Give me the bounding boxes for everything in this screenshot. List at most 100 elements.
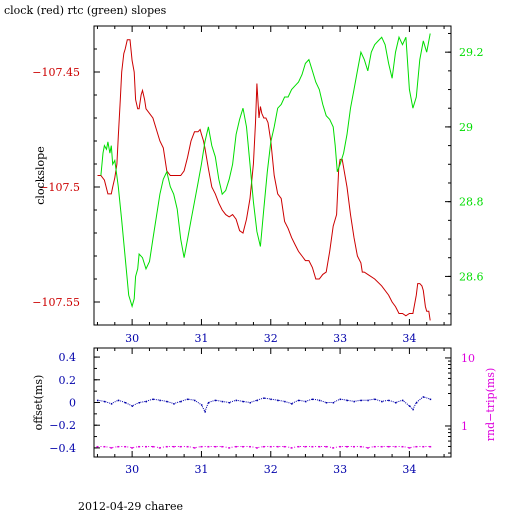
- offset-point: [200, 404, 203, 406]
- offset-point: [353, 400, 355, 403]
- offset-point: [187, 398, 189, 401]
- offset-point: [103, 400, 106, 403]
- offset-point: [256, 399, 258, 402]
- top-y-axis-label: clockslope: [34, 146, 47, 204]
- top-y2-tick-label: 29: [459, 121, 473, 134]
- rtt-point: [380, 445, 383, 448]
- top-y-tick-label: −107.5: [39, 181, 80, 194]
- offset-point: [388, 399, 390, 402]
- rtt-point: [221, 445, 224, 448]
- offset-point: [96, 399, 99, 402]
- bottom-plot-frame: [93, 347, 452, 458]
- rtt-point: [214, 445, 217, 448]
- offset-point: [166, 400, 168, 403]
- rtt-point: [96, 445, 99, 448]
- rtt-point: [172, 445, 175, 448]
- rtt-point: [138, 445, 141, 448]
- offset-point: [110, 403, 113, 405]
- offset-point: [284, 400, 286, 403]
- rtt-point: [318, 445, 321, 448]
- rtt-point: [193, 447, 196, 449]
- offset-point: [180, 400, 182, 403]
- rtt-point: [151, 445, 154, 448]
- bottom-panel: 30 31 32 33 34 0.4 0.2 0 −0.2 −0.4 10 1 offset(ms) rn…: [32, 347, 497, 476]
- bottom-y-tick-label: 0.2: [59, 374, 77, 387]
- top-y-tick-label: −107.55: [32, 296, 80, 309]
- rtt-point: [117, 445, 120, 448]
- rtt-point: [262, 445, 265, 448]
- top-x-tick-label: 30: [125, 332, 139, 345]
- rtt-series-line: [97, 446, 431, 449]
- bottom-x-tick-label: 34: [402, 463, 416, 476]
- rtt-point: [394, 445, 397, 448]
- offset-series-line: [97, 396, 431, 413]
- offset-point: [228, 402, 231, 404]
- rtt-point: [110, 447, 113, 449]
- offset-point: [270, 398, 272, 401]
- offset-point: [124, 402, 127, 404]
- offset-point: [346, 399, 349, 402]
- rtt-point: [415, 445, 418, 448]
- offset-point: [408, 405, 411, 407]
- rtt-point: [339, 445, 342, 448]
- offset-point: [381, 400, 383, 403]
- offset-point: [131, 405, 134, 407]
- rtt-point: [346, 445, 349, 448]
- footer-text: 2012-04-29 charee: [78, 500, 183, 512]
- offset-point: [401, 399, 404, 402]
- rtt-point: [255, 447, 258, 449]
- offset-point: [263, 397, 265, 399]
- offset-point: [304, 400, 307, 403]
- bottom-y2-tick-label: 1: [461, 420, 468, 433]
- rtc-slope-line: [100, 33, 431, 309]
- clock-slope-line: [97, 39, 431, 321]
- rtt-point: [179, 445, 182, 448]
- offset-point: [152, 398, 154, 401]
- offset-point: [159, 399, 161, 402]
- rtt-point: [429, 445, 432, 448]
- bottom-y-tick-label: −0.2: [49, 419, 76, 432]
- offset-point: [325, 402, 328, 404]
- top-x-tick-label: 34: [402, 332, 416, 345]
- top-x-tick-label: 33: [333, 332, 347, 345]
- rtt-point: [283, 445, 286, 448]
- rtt-point: [325, 445, 328, 448]
- offset-point: [207, 402, 210, 404]
- bottom-y-tick-label: −0.4: [49, 442, 76, 455]
- offset-point: [277, 399, 279, 402]
- offset-point: [249, 402, 251, 404]
- offset-point: [235, 399, 238, 402]
- offset-point: [422, 396, 425, 398]
- offset-point: [311, 398, 314, 401]
- rtt-point: [366, 447, 369, 449]
- offset-point: [297, 399, 300, 402]
- offset-point: [318, 399, 321, 402]
- top-y2-tick-label: 28.8: [459, 196, 484, 209]
- offset-point: [214, 399, 217, 402]
- chart-title: clock (red) rtc (green) slopes: [4, 4, 167, 17]
- bottom-y2-tick-label: 10: [461, 352, 475, 365]
- bottom-y2-axis-label: rnd−trip(ms): [484, 368, 497, 442]
- bottom-y-axis-label: offset(ms): [32, 375, 45, 431]
- rtt-point: [200, 445, 203, 448]
- offset-point: [173, 403, 175, 405]
- bottom-y-tick-label: 0: [69, 397, 76, 410]
- offset-point: [412, 408, 414, 411]
- offset-point: [194, 399, 196, 402]
- rtt-point: [304, 445, 307, 448]
- offset-point: [360, 399, 362, 402]
- rtt-point: [387, 445, 390, 448]
- offset-point: [204, 411, 206, 413]
- bottom-x-tick-label: 30: [125, 463, 139, 476]
- rtt-point: [408, 447, 411, 449]
- top-y-tick-label: −107.45: [32, 66, 80, 79]
- offset-point: [242, 400, 245, 403]
- top-y2-tick-label: 28.6: [459, 270, 484, 283]
- bottom-x-tick-label: 33: [333, 463, 347, 476]
- offset-point: [117, 399, 120, 402]
- bottom-x-tick-label: 31: [194, 463, 208, 476]
- rtt-point: [242, 445, 245, 448]
- rtt-point: [276, 445, 279, 448]
- top-plot-frame: [93, 25, 452, 326]
